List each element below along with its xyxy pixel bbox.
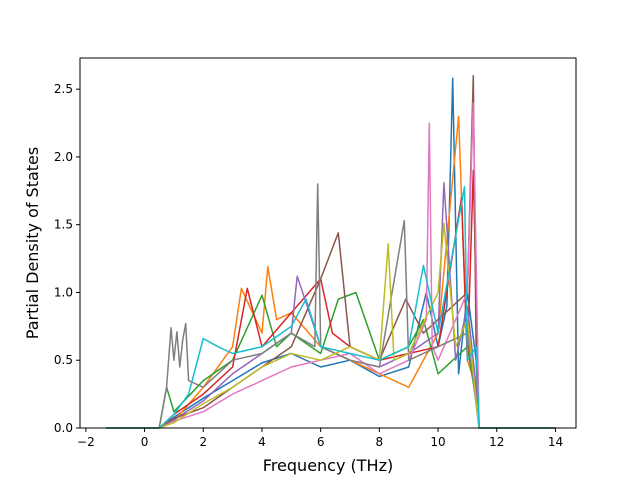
x-axis-label: Frequency (THz) xyxy=(263,456,393,475)
x-tick-label: 10 xyxy=(430,435,445,449)
x-tick-label: 14 xyxy=(548,435,563,449)
y-tick-label: 2.5 xyxy=(54,82,73,96)
series-line-10 xyxy=(106,186,556,429)
x-tick-label: 6 xyxy=(317,435,325,449)
y-tick-label: 1.5 xyxy=(54,218,73,232)
x-axis-ticks: −2 0 2 4 6 8 10 12 14 xyxy=(77,428,563,449)
x-tick-label: 0 xyxy=(141,435,149,449)
x-tick-label: 4 xyxy=(258,435,266,449)
y-tick-label: 0.5 xyxy=(54,353,73,367)
x-tick-label: 2 xyxy=(199,435,207,449)
x-tick-label: 12 xyxy=(489,435,504,449)
y-tick-label: 1.0 xyxy=(54,285,73,299)
y-tick-label: 2.0 xyxy=(54,150,73,164)
x-tick-label: 8 xyxy=(376,435,384,449)
x-tick-label: −2 xyxy=(77,435,95,449)
plot-frame xyxy=(79,57,577,429)
series-line-7 xyxy=(106,101,556,429)
y-tick-label: 0.0 xyxy=(54,421,73,435)
y-axis-label: Partial Density of States xyxy=(23,147,42,339)
series-layer xyxy=(106,74,556,429)
plot-area xyxy=(80,58,576,428)
y-axis-ticks: 0.0 0.5 1.0 1.5 2.0 2.5 xyxy=(54,82,80,435)
series-line-8 xyxy=(106,183,556,429)
